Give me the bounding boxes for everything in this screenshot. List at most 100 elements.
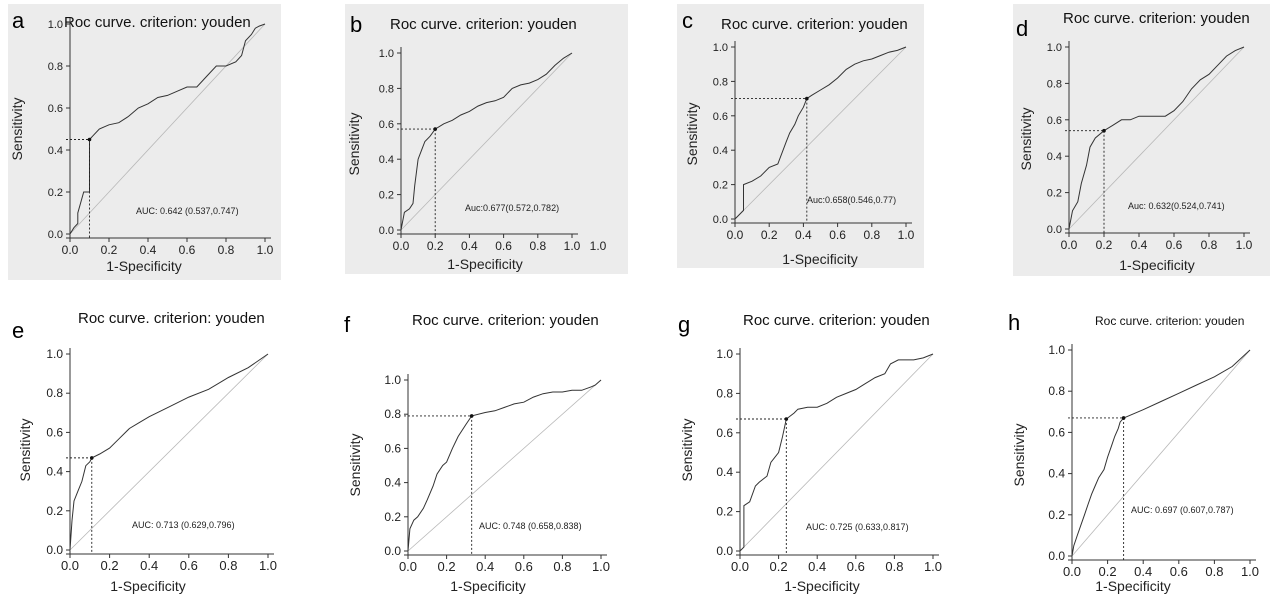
- y-tick-label: 0.6: [713, 111, 728, 123]
- cutoff-point: [805, 96, 809, 101]
- x-tick-label: 1.0: [564, 239, 581, 253]
- roc-curve: [739, 353, 934, 552]
- roc-plot-e: 0.0 0.2 0.4 0.6 0.8 1.0 0.0 0.2 0.4 0.6 0.8 1.0 AUC:…: [17, 347, 277, 594]
- auc-annotation: AUC: 0.697 (0.607,0.787): [1131, 505, 1234, 515]
- x-tick-label: 0.6: [829, 228, 846, 242]
- x-tick-label: 1.0: [257, 243, 274, 257]
- y-tick-label: 0.8: [1048, 384, 1065, 398]
- auc-annotation: Auc:0.658(0.546,0.77): [807, 195, 896, 205]
- x-tick-label: 0.8: [885, 559, 903, 574]
- reference-diagonal: [1068, 46, 1245, 230]
- x-tick-label: 0.2: [101, 243, 118, 257]
- y-tick-label: 0.0: [713, 214, 728, 226]
- y-axis-label: Sensitivity: [684, 102, 700, 165]
- reference-diagonal: [69, 353, 269, 551]
- roc-plot-a: 0.0 0.2 0.4 0.6 0.8 1.0 0.0 0.2 0.4 0.6 0.8 1.0 AUC:…: [9, 18, 274, 274]
- x-tick-label: 0.6: [1166, 238, 1183, 252]
- x-axis-label: 1-Specificity: [1095, 578, 1170, 594]
- y-tick-label: 0.0: [716, 544, 733, 558]
- x-tick-label: 0.4: [140, 243, 157, 257]
- x-tick-label: 0.2: [101, 558, 119, 573]
- panel-title: Roc curve. criterion: youden: [721, 16, 908, 33]
- y-tick-label: 0.4: [46, 465, 63, 479]
- y-axis-label: Sensitivity: [679, 418, 695, 481]
- roc-curve: [1068, 46, 1245, 230]
- panel-letter-d: d: [1016, 16, 1029, 41]
- y-tick-label: 0.4: [384, 476, 401, 490]
- auc-annotation: AUC: 0.713 (0.629,0.796): [132, 520, 235, 530]
- cutoff-point: [89, 456, 94, 460]
- roc-plot-g: 0.0 0.2 0.4 0.6 0.8 1.0 0.0 0.2 0.4 0.6 0.8 1.0 AUC:…: [679, 347, 942, 594]
- cutoff-point: [784, 417, 789, 421]
- x-tick-label: 0.0: [393, 239, 410, 253]
- y-tick-label: 0.2: [379, 190, 394, 202]
- roc-panel-g: g Roc curve. criterion: youden 0.0 0.2 0.4…: [670, 300, 950, 596]
- x-tick-label: 1.0: [898, 228, 915, 242]
- y-tick-label: 0.2: [48, 187, 63, 199]
- x-tick-label: 0.2: [770, 559, 788, 574]
- x-tick-label: 0.0: [731, 559, 749, 574]
- y-tick-label: 0.8: [379, 83, 394, 95]
- x-tick-label: 0.2: [1099, 564, 1117, 579]
- x-tick-label: 0.4: [476, 559, 494, 574]
- auc-annotation: AUC: 0.748 (0.658,0.838): [479, 521, 582, 531]
- x-tick-label: 0.2: [427, 239, 444, 253]
- x-tick-label: 0.8: [1201, 238, 1218, 252]
- x-tick-label: 0.8: [218, 243, 235, 257]
- reference-diagonal: [407, 379, 602, 552]
- reference-diagonal: [739, 353, 934, 552]
- x-tick-label: 0.4: [808, 559, 826, 574]
- x-tick-label: 1.0: [1241, 564, 1259, 579]
- x-tick-label: 1.0: [924, 559, 942, 574]
- roc-plot-h: 0.0 0.2 0.4 0.6 0.8 1.0 0.0 0.2 0.4 0.6 0.8 1.0 AUC:…: [1011, 343, 1259, 594]
- reference-diagonal: [400, 52, 573, 231]
- x-tick-label: 0.0: [62, 243, 79, 257]
- y-tick-label: 1.0: [48, 19, 63, 31]
- roc-plot-d: 0.0 0.2 0.4 0.6 0.8 1.0 0.0 0.2 0.4 0.6 0.8 1.0 Auc:…: [1018, 41, 1253, 273]
- x-tick-label: 0.6: [180, 558, 198, 573]
- panel-title: Roc curve. criterion: youden: [1063, 10, 1250, 27]
- y-tick-label: 0.2: [713, 180, 728, 192]
- cutoff-point: [433, 127, 437, 131]
- roc-panel-h: h Roc curve. criterion: youden 0.0 0.2 0.4…: [998, 300, 1274, 596]
- cutoff-point: [469, 414, 474, 418]
- y-tick-label: 0.2: [46, 504, 63, 518]
- panel-title: Roc curve. criterion: youden: [1095, 314, 1245, 328]
- x-tick-label: 0.0: [1061, 238, 1078, 252]
- y-axis-label: Sensitivity: [346, 112, 362, 175]
- panel-letter-b: b: [350, 12, 363, 37]
- x-axis-label: 1-Specificity: [110, 578, 185, 594]
- panel-letter-f: f: [344, 312, 351, 337]
- x-tick-label: 0.2: [438, 559, 456, 574]
- y-tick-label: 0.8: [384, 407, 401, 421]
- y-axis-label: Sensitivity: [17, 418, 33, 481]
- y-tick-label: 0.8: [716, 386, 733, 400]
- y-tick-label: 0.4: [379, 154, 394, 166]
- x-tick-label: 1.0: [592, 559, 610, 574]
- y-axis-label: Sensitivity: [1011, 423, 1027, 486]
- panel-title: Roc curve. criterion: youden: [412, 312, 599, 329]
- x-tick-label: 1.0: [590, 239, 607, 253]
- y-tick-label: 0.4: [1047, 151, 1062, 163]
- x-tick-label: 0.8: [1205, 564, 1223, 579]
- roc-panel-a: a Roc curve. criterion: youden 0.0 0.2 0.4…: [8, 4, 281, 280]
- y-tick-label: 1.0: [1047, 42, 1062, 54]
- x-tick-label: 0.8: [219, 558, 237, 573]
- x-tick-label: 0.6: [495, 239, 512, 253]
- y-tick-label: 0.8: [46, 386, 63, 400]
- y-tick-label: 0.4: [713, 145, 728, 157]
- x-tick-label: 0.8: [553, 559, 571, 574]
- x-tick-label: 0.8: [529, 239, 546, 253]
- roc-panel-b: b Roc curve. criterion: youden 0.0 0.2 0.4…: [345, 4, 628, 274]
- x-tick-label: 0.4: [795, 228, 812, 242]
- x-axis-label: 1-Specificity: [784, 578, 859, 594]
- roc-curve: [400, 52, 573, 231]
- reference-diagonal: [734, 46, 907, 220]
- x-axis-label: 1-Specificity: [1119, 257, 1194, 273]
- roc-curve: [69, 353, 269, 551]
- panel-title: Roc curve. criterion: youden: [390, 16, 577, 33]
- y-tick-label: 0.8: [1047, 78, 1062, 90]
- y-tick-label: 0.4: [716, 465, 733, 479]
- y-tick-label: 0.6: [48, 103, 63, 115]
- y-tick-label: 0.0: [46, 543, 63, 557]
